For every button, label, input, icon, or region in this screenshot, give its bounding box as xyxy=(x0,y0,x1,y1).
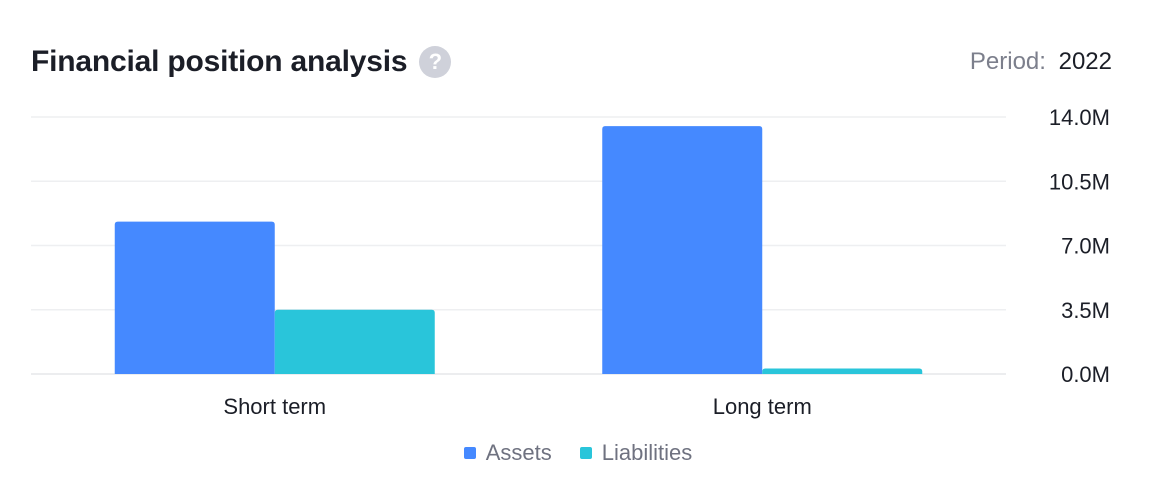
question-circle-icon[interactable]: ? xyxy=(419,46,452,78)
bar-assets-long-term xyxy=(602,126,763,374)
legend-label: Assets xyxy=(485,440,552,465)
legend-label: Liabilities xyxy=(601,440,693,465)
chart-title: Financial position analysis xyxy=(31,45,408,78)
y-tick-label: 10.5M xyxy=(1049,169,1110,194)
y-tick-label: 7.0M xyxy=(1061,234,1110,259)
y-tick-label: 0.0M xyxy=(1061,362,1110,387)
bar-liabilities-short-term xyxy=(274,309,435,374)
period-indicator: Period: 2022 xyxy=(970,48,1112,76)
period-label: Period: xyxy=(969,48,1046,75)
bar-assets-short-term xyxy=(114,221,275,374)
legend-item-liabilities[interactable]: Liabilities xyxy=(579,440,693,466)
chart-legend: Assets Liabilities xyxy=(0,440,1156,466)
widget-header: Financial position analysis ? Period: 20… xyxy=(31,38,1112,86)
x-tick-label: Long term xyxy=(713,394,812,419)
x-tick-label: Short term xyxy=(223,394,326,419)
legend-swatch xyxy=(463,447,476,459)
bar-liabilities-long-term xyxy=(762,368,923,374)
legend-swatch xyxy=(579,447,592,459)
period-value: 2022 xyxy=(1058,48,1112,75)
legend-item-assets[interactable]: Assets xyxy=(463,440,552,466)
y-tick-label: 14.0M xyxy=(1049,105,1110,130)
title-wrap: Financial position analysis ? xyxy=(31,45,452,79)
y-tick-label: 3.5M xyxy=(1061,298,1110,323)
